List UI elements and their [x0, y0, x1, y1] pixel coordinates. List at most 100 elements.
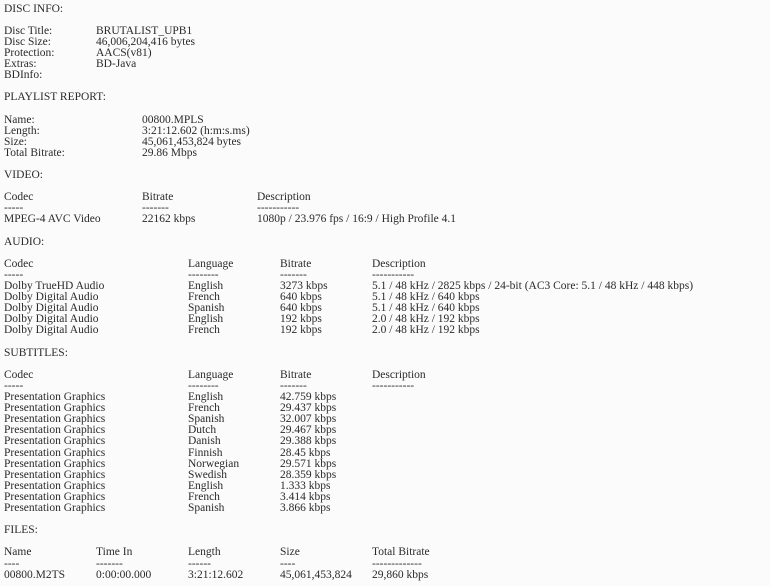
table-header: Name Time In Length Size Total Bitrate: [0, 546, 770, 559]
table-cell: Norwegian: [188, 457, 240, 470]
column-header: Description: [372, 257, 426, 270]
table-cell: French: [188, 291, 220, 304]
table-divider: ----- ------- -----------: [0, 202, 770, 214]
table-row: Presentation Graphics French 3.414 kbps: [0, 490, 770, 503]
table-cell: English: [188, 391, 224, 403]
table-row: Dolby Digital Audio Spanish 640 kbps 5.1 / …: [0, 302, 770, 315]
table-cell: Presentation Graphics: [4, 446, 106, 459]
field-label: BDInfo:: [4, 69, 43, 82]
table-cell: Presentation Graphics: [4, 468, 106, 481]
section-heading: FILES:: [4, 524, 38, 537]
files-heading: FILES:: [0, 524, 770, 537]
column-divider: -----: [4, 268, 24, 281]
table-cell: 22162 kbps: [142, 213, 196, 226]
column-header: Time In: [96, 546, 133, 559]
table-cell: 1.333 kbps: [280, 479, 331, 492]
column-divider: -------: [280, 379, 307, 392]
table-divider: ---- ------- ------ ---- -------------: [0, 557, 770, 570]
table-cell: 5.1 / 48 kHz / 640 kbps: [372, 302, 480, 315]
table-row: Presentation Graphics French 29.437 kbps: [0, 402, 770, 415]
column-divider: ----: [280, 557, 296, 570]
table-cell: English: [188, 479, 224, 492]
table-cell: Presentation Graphics: [4, 479, 106, 492]
field-row: Total Bitrate: 29.86 Mbps: [0, 146, 770, 159]
table-cell: French: [188, 324, 220, 337]
table-cell: Swedish: [188, 468, 227, 481]
column-header: Description: [372, 368, 426, 381]
table-cell: 640 kbps: [280, 302, 322, 315]
field-row: Disc Title: BRUTALIST_UPB1: [0, 24, 770, 37]
field-row: Size: 45,061,453,824 bytes: [0, 135, 770, 148]
section-heading: VIDEO:: [4, 169, 43, 181]
field-row: Extras: BD-Java: [0, 58, 770, 70]
table-cell: 29.467 kbps: [280, 424, 337, 437]
video-heading: VIDEO:: [0, 169, 770, 181]
table-row: Presentation Graphics English 42.759 kbps: [0, 391, 770, 403]
audio-heading: AUDIO:: [0, 236, 770, 248]
field-label: Size:: [4, 135, 27, 148]
table-cell: MPEG-4 AVC Video: [4, 213, 101, 226]
table-divider: ----- -------- ------- -----------: [0, 379, 770, 392]
column-divider: -------: [280, 268, 307, 281]
field-value: AACS(v81): [96, 46, 152, 59]
column-header: Language: [188, 257, 234, 270]
field-label: Extras:: [4, 58, 37, 70]
field-label: Length:: [4, 124, 40, 137]
table-cell: Presentation Graphics: [4, 435, 106, 448]
column-header: Codec: [4, 257, 34, 270]
field-label: Total Bitrate:: [4, 146, 65, 159]
table-row: Presentation Graphics Norwegian 29.571 kbp…: [0, 457, 770, 470]
table-cell: Spanish: [188, 302, 225, 315]
field-label: Protection:: [4, 46, 55, 59]
table-cell: Presentation Graphics: [4, 402, 106, 415]
table-row: Dolby Digital Audio English 192 kbps 2.0 / …: [0, 313, 770, 326]
table-row: Presentation Graphics Danish 29.388 kbps: [0, 435, 770, 448]
field-value: 45,061,453,824 bytes: [142, 135, 242, 148]
table-cell: French: [188, 402, 220, 415]
table-cell: 3:21:12.602: [188, 568, 244, 581]
disc_info-heading: DISC INFO:: [0, 3, 770, 15]
playlist_report-heading: PLAYLIST REPORT:: [0, 91, 770, 103]
field-value: 00800.MPLS: [142, 113, 204, 126]
column-header: Total Bitrate: [372, 546, 430, 559]
subtitles-heading: SUBTITLES:: [0, 347, 770, 359]
field-value: BRUTALIST_UPB1: [96, 24, 193, 37]
table-row: MPEG-4 AVC Video 22162 kbps 1080p / 23.976…: [0, 213, 770, 226]
field-label: Disc Size:: [4, 35, 51, 48]
table-cell: 1080p / 23.976 fps / 16:9 / High Profile…: [257, 213, 457, 226]
table-row: 00800.M2TS 0:00:00.000 3:21:12.602 45,061,4…: [0, 568, 770, 581]
table-header: Codec Bitrate Description: [0, 191, 770, 204]
column-divider: -----------: [372, 379, 415, 392]
table-cell: Presentation Graphics: [4, 502, 106, 514]
table-cell: 29.437 kbps: [280, 402, 337, 415]
column-divider: -------------: [372, 557, 422, 570]
column-header: Language: [188, 368, 234, 381]
column-header: Codec: [4, 191, 34, 204]
field-value: 29.86 Mbps: [142, 146, 197, 159]
table-cell: Dolby Digital Audio: [4, 302, 99, 315]
column-divider: --------: [188, 268, 219, 281]
table-row: Dolby TrueHD Audio English 3273 kbps 5.1 / …: [0, 280, 770, 292]
table-cell: 28.45 kbps: [280, 446, 331, 459]
column-divider: --------: [188, 379, 219, 392]
table-row: Dolby Digital Audio French 640 kbps 5.1 / 4…: [0, 291, 770, 304]
field-value: 46,006,204,416 bytes: [96, 35, 196, 48]
table-cell: English: [188, 313, 224, 326]
column-header: Name: [4, 546, 32, 559]
table-cell: Dolby Digital Audio: [4, 313, 99, 326]
table-row: Presentation Graphics Spanish 32.007 kbps: [0, 413, 770, 425]
table-cell: Dolby TrueHD Audio: [4, 280, 105, 292]
table-cell: Presentation Graphics: [4, 424, 106, 437]
table-cell: 3.414 kbps: [280, 490, 331, 503]
field-row: Name: 00800.MPLS: [0, 113, 770, 126]
table-row: Presentation Graphics Dutch 29.467 kbps: [0, 424, 770, 437]
table-cell: 29,860 kbps: [372, 568, 429, 581]
table-cell: 5.1 / 48 kHz / 2825 kbps / 24-bit (AC3 C…: [372, 280, 694, 292]
column-divider: ------: [188, 557, 211, 570]
column-divider: -----: [4, 379, 24, 392]
column-divider: ----: [4, 557, 20, 570]
table-cell: Presentation Graphics: [4, 457, 106, 470]
column-header: Description: [257, 191, 311, 204]
field-label: Name:: [4, 113, 35, 126]
table-cell: 28.359 kbps: [280, 468, 337, 481]
